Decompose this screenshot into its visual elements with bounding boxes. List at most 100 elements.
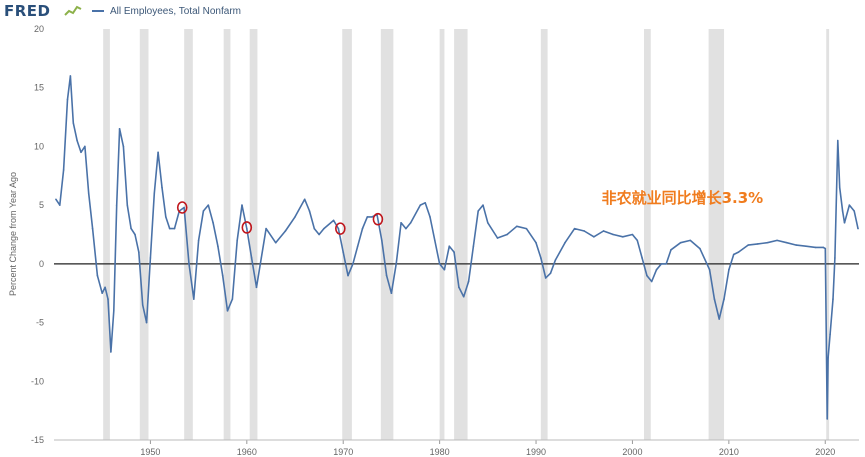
highlight-marker-circle bbox=[372, 212, 384, 226]
data-point bbox=[766, 241, 769, 244]
data-point bbox=[246, 227, 248, 230]
data-point bbox=[848, 204, 851, 206]
data-point bbox=[173, 227, 176, 230]
annotations: 非农就业同比增长3.3% bbox=[602, 189, 764, 207]
data-point bbox=[337, 227, 340, 230]
y-axis: -15 -10 -5 0 5 10 15 20 bbox=[31, 24, 44, 445]
fred-logo[interactable]: FRED bbox=[4, 2, 51, 20]
y-tick-label: -5 bbox=[36, 318, 44, 328]
data-point bbox=[834, 257, 836, 259]
data-point bbox=[395, 263, 398, 265]
data-point bbox=[829, 333, 831, 336]
data-point bbox=[472, 245, 475, 248]
data-point bbox=[827, 357, 829, 359]
data-point bbox=[122, 145, 125, 148]
data-point bbox=[161, 186, 163, 189]
y-tick-label: 15 bbox=[34, 83, 44, 93]
data-point bbox=[192, 298, 195, 300]
data-point bbox=[385, 274, 388, 277]
data-point bbox=[149, 257, 152, 259]
data-point bbox=[255, 286, 258, 289]
data-point bbox=[506, 233, 508, 236]
data-point bbox=[371, 216, 373, 218]
data-point bbox=[226, 310, 229, 312]
data-point bbox=[107, 298, 109, 300]
recession-band bbox=[540, 29, 548, 440]
data-point bbox=[294, 216, 296, 218]
data-point bbox=[110, 351, 112, 353]
y-tick-label: 0 bbox=[39, 259, 44, 269]
data-point bbox=[482, 204, 484, 206]
data-point bbox=[756, 243, 759, 245]
data-point bbox=[202, 210, 205, 212]
data-point bbox=[58, 204, 61, 206]
data-point bbox=[55, 198, 57, 201]
data-point bbox=[400, 221, 402, 224]
data-point bbox=[708, 268, 711, 271]
data-point bbox=[660, 263, 663, 265]
recession-shading bbox=[103, 29, 830, 440]
data-point bbox=[141, 304, 144, 306]
recession-band bbox=[708, 29, 725, 440]
data-point bbox=[405, 227, 407, 230]
data-point bbox=[438, 263, 441, 265]
data-point bbox=[80, 151, 82, 154]
data-point bbox=[165, 216, 167, 218]
data-point bbox=[477, 210, 479, 212]
series-points bbox=[55, 75, 859, 420]
chart-header: FRED All Employees, Total Nonfarm bbox=[0, 0, 865, 24]
data-point bbox=[822, 246, 825, 249]
data-point bbox=[221, 274, 224, 277]
data-point bbox=[448, 245, 451, 248]
x-tick-label: 2000 bbox=[622, 447, 642, 457]
data-point bbox=[313, 227, 316, 230]
highlight-marker-circle bbox=[241, 221, 253, 234]
x-tick-label: 1960 bbox=[237, 447, 257, 457]
data-point bbox=[197, 239, 200, 242]
data-point bbox=[231, 298, 234, 300]
data-point bbox=[342, 251, 345, 253]
data-point bbox=[838, 186, 841, 189]
annotation-text: 非农就业同比增长3.3% bbox=[602, 189, 764, 207]
data-point bbox=[573, 227, 576, 230]
data-point bbox=[112, 310, 115, 312]
data-point bbox=[525, 227, 528, 230]
data-point bbox=[265, 227, 267, 230]
data-point bbox=[347, 274, 349, 277]
data-point bbox=[323, 227, 325, 230]
data-point bbox=[250, 257, 253, 259]
data-point bbox=[602, 230, 605, 232]
data-point bbox=[145, 321, 148, 324]
data-point bbox=[96, 274, 99, 277]
data-point bbox=[241, 204, 243, 206]
data-point bbox=[540, 257, 542, 259]
data-point bbox=[72, 122, 75, 124]
data-point bbox=[805, 245, 807, 248]
data-point bbox=[826, 418, 828, 420]
highlight-marker-circle bbox=[176, 201, 188, 214]
data-point bbox=[207, 204, 210, 206]
data-point bbox=[188, 263, 190, 265]
data-point bbox=[650, 280, 653, 283]
x-tick-label: 1990 bbox=[526, 447, 546, 457]
data-point bbox=[853, 210, 855, 212]
data-point bbox=[409, 221, 412, 224]
data-point bbox=[332, 219, 335, 222]
data-point bbox=[308, 210, 311, 212]
recession-band bbox=[249, 29, 258, 440]
data-point bbox=[544, 277, 547, 279]
recession-band bbox=[342, 29, 352, 440]
data-point bbox=[115, 204, 118, 206]
data-point bbox=[390, 292, 393, 295]
data-point bbox=[699, 247, 701, 250]
data-point bbox=[670, 248, 672, 251]
data-point bbox=[467, 280, 470, 283]
y-tick-label: 10 bbox=[34, 141, 44, 151]
x-axis: 1950 1960 1970 1980 1990 2000 2010 2020 bbox=[54, 439, 859, 457]
data-point bbox=[836, 139, 839, 142]
data-point bbox=[636, 239, 639, 242]
y-tick-label: -10 bbox=[31, 376, 44, 386]
data-point bbox=[76, 139, 78, 142]
data-point bbox=[434, 239, 436, 242]
